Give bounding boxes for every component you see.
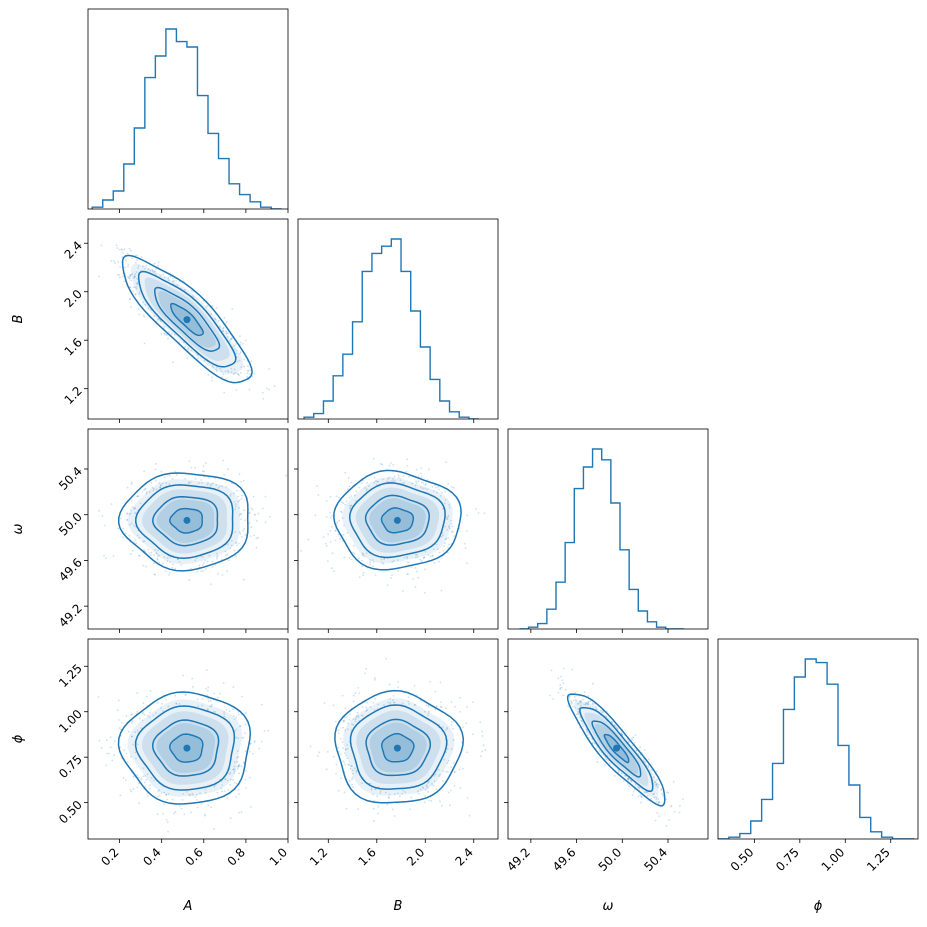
x-tick-label: 0.50 — [728, 845, 757, 874]
panel-frame — [87, 8, 289, 210]
panel-frame — [507, 428, 709, 630]
x-axis-label-4: ϕ — [814, 899, 823, 914]
x-tick-label: 50.0 — [596, 845, 625, 874]
contour-1 — [170, 302, 204, 337]
contour-2 — [154, 286, 221, 352]
panel-A-ϕ: 0.2 0.4 0.6 0.8 1.0 0.50 0.75 1.00 1.25 — [56, 638, 290, 869]
histogram-A — [91, 28, 282, 209]
panel-frame — [297, 218, 499, 420]
contour-4 — [333, 469, 462, 571]
y-tick-label: 50.4 — [56, 464, 85, 493]
y-tick-label: 1.6 — [62, 335, 85, 358]
x-tick-label: 49.6 — [550, 845, 579, 874]
y-tick-label: 2.4 — [62, 238, 85, 261]
y-axis-label-1: B — [11, 314, 26, 323]
contour-4 — [121, 254, 253, 384]
x-tick-label: 1.0 — [267, 845, 290, 868]
x-tick-label: 0.6 — [183, 845, 206, 868]
contour-3 — [348, 482, 446, 559]
panel-frame — [297, 638, 499, 840]
panel-B-hist — [297, 218, 499, 423]
y-tick-label: 1.25 — [56, 661, 85, 690]
x-tick-label: 49.2 — [504, 845, 533, 874]
contour-3 — [137, 270, 237, 368]
y-tick-label: 50.0 — [56, 510, 85, 539]
panel-frame — [87, 218, 289, 420]
panel-frame — [717, 638, 919, 840]
panel-ϕ-hist: 0.50 0.75 1.00 1.25 — [717, 638, 919, 874]
histogram-B — [303, 238, 479, 419]
contour-2 — [364, 494, 430, 546]
y-tick-label: 1.2 — [62, 384, 85, 407]
x-axis-label-2: B — [394, 899, 403, 914]
panel-A-ω: 49.2 49.6 50.0 50.4 — [56, 428, 289, 633]
contour-4 — [117, 691, 252, 805]
contour-1 — [169, 507, 203, 534]
x-tick-label: 2.4 — [452, 845, 475, 868]
panel-B-ϕ: 1.2 1.6 2.0 2.4 — [294, 638, 499, 869]
y-tick-label: 1.00 — [56, 707, 85, 736]
contour-4 — [117, 472, 249, 572]
x-tick-label: 50.4 — [641, 845, 670, 874]
x-tick-label: 1.25 — [864, 845, 893, 874]
contour-1 — [380, 507, 415, 534]
x-tick-label: 0.2 — [98, 845, 121, 868]
contour-1 — [169, 733, 204, 763]
panel-frame — [87, 428, 289, 630]
x-axis-label-3: ω — [603, 899, 614, 914]
contour-2 — [152, 495, 219, 547]
panel-A-hist — [87, 8, 289, 213]
contour-3 — [579, 706, 654, 793]
x-tick-label: 2.0 — [404, 845, 427, 868]
histogram-ϕ — [718, 658, 915, 839]
panel-A-B: 1.2 1.6 2.0 2.4 — [62, 218, 289, 423]
contour-3 — [135, 484, 234, 560]
panel-frame — [87, 638, 289, 840]
y-axis-label-3: ϕ — [11, 734, 26, 743]
panel-B-ω — [294, 428, 499, 633]
contour-1 — [381, 732, 415, 763]
contour-4 — [334, 689, 465, 804]
panel-ω-ϕ: 49.2 49.6 50.0 50.4 — [504, 638, 709, 874]
contour-4 — [566, 693, 666, 807]
contour-2 — [365, 718, 432, 777]
x-tick-label: 0.75 — [773, 845, 802, 874]
y-tick-label: 0.75 — [56, 752, 85, 781]
x-tick-label: 0.8 — [225, 845, 248, 868]
y-tick-label: 2.0 — [62, 287, 85, 310]
x-tick-label: 1.00 — [819, 845, 848, 874]
contour-1 — [603, 733, 630, 764]
panel-frame — [297, 428, 499, 630]
y-tick-label: 49.2 — [56, 601, 85, 630]
scatter-B-ϕ — [309, 657, 487, 822]
contour-3 — [349, 704, 448, 790]
y-tick-label: 49.6 — [56, 555, 85, 584]
contour-3 — [134, 705, 236, 791]
contour-2 — [591, 720, 642, 778]
histogram-ω — [519, 448, 684, 629]
x-tick-label: 1.2 — [307, 845, 330, 868]
y-axis-label-2: ω — [11, 523, 26, 534]
contour-2 — [151, 719, 220, 777]
x-tick-label: 1.6 — [356, 845, 379, 868]
x-axis-label-1: A — [183, 899, 193, 914]
y-tick-label: 0.50 — [56, 798, 85, 827]
x-tick-label: 0.4 — [140, 845, 163, 868]
panel-ω-hist — [507, 428, 709, 633]
panel-frame — [507, 638, 709, 840]
